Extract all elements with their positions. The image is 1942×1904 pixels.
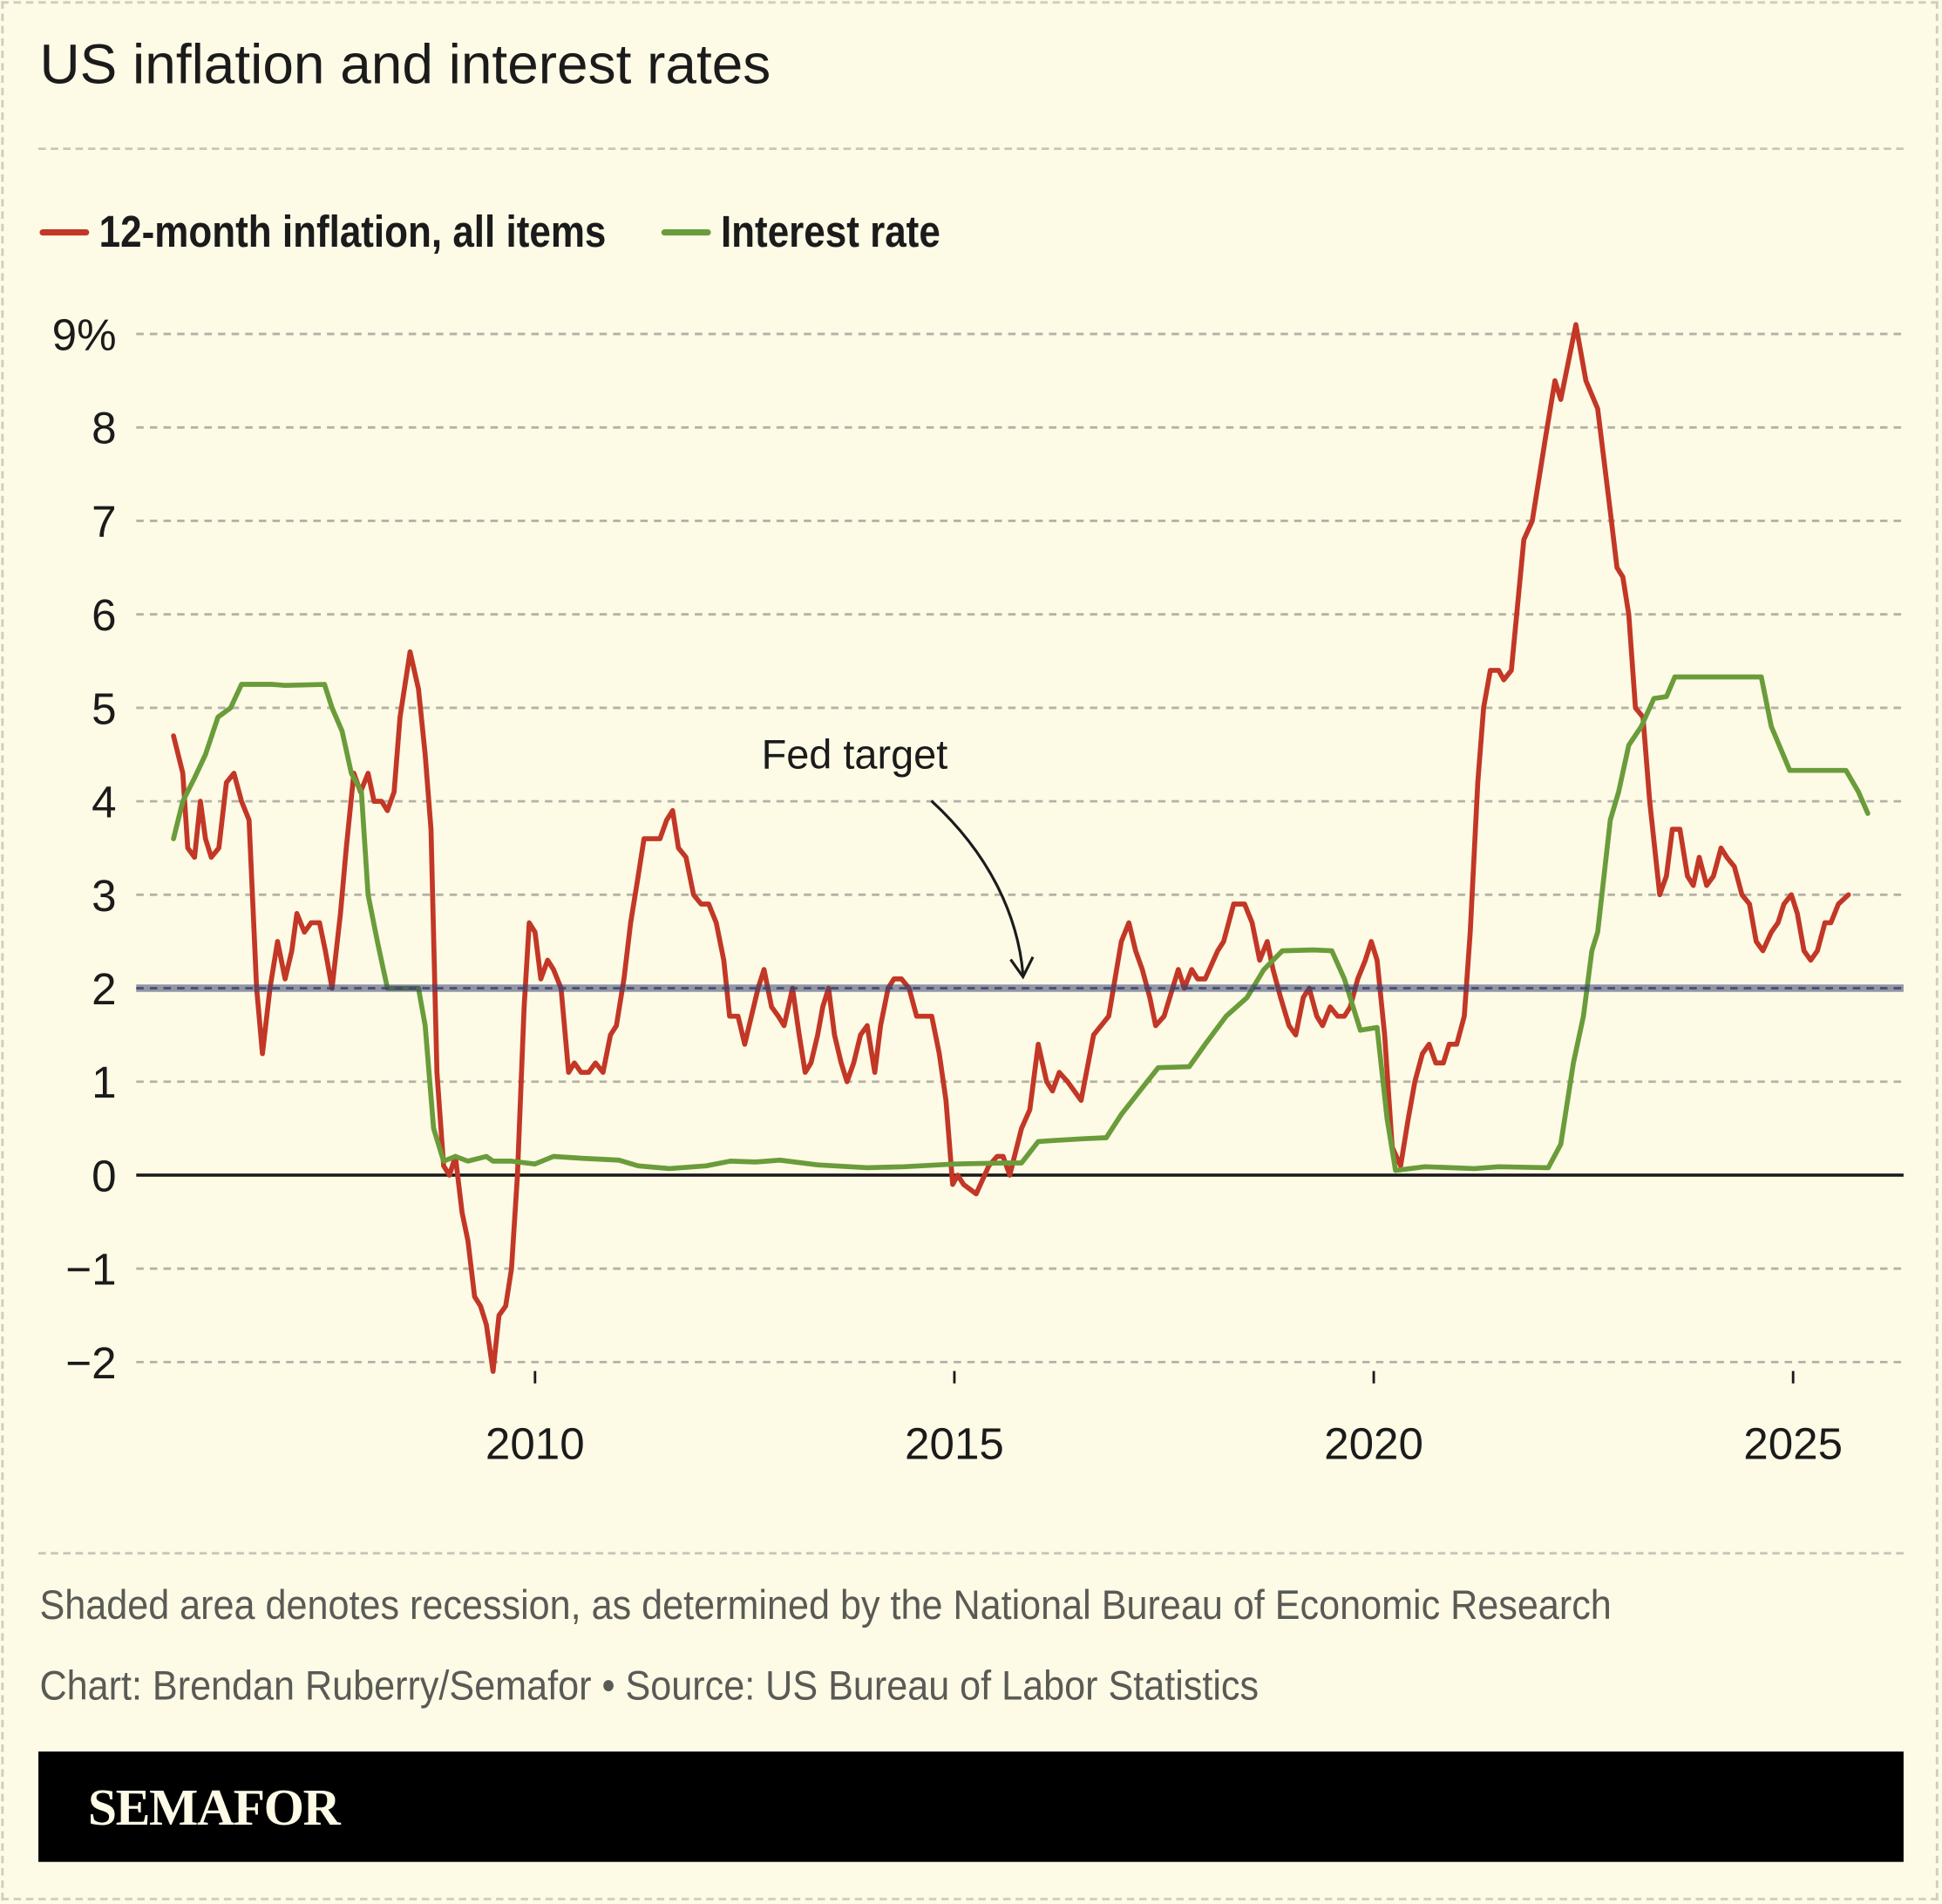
x-tick-label: 2020	[1324, 1419, 1423, 1469]
y-tick-label: 6	[92, 590, 116, 640]
legend-label-inflation: 12-month inflation, all items	[98, 206, 607, 257]
legend: 12-month inflation, all items Interest r…	[39, 206, 1003, 258]
y-tick-label: 1	[92, 1057, 116, 1107]
footnote: Shaded area denotes recession, as determ…	[39, 1581, 1612, 1628]
y-tick-label: 7	[92, 497, 116, 547]
x-tick-label: 2015	[905, 1419, 1004, 1469]
interest-rate-line	[171, 674, 1871, 1173]
x-tick-label: 2025	[1743, 1419, 1843, 1469]
y-tick-label: −1	[65, 1245, 116, 1295]
divider	[38, 147, 1904, 151]
y-tick-label: −2	[65, 1338, 116, 1388]
arrow-head-icon	[1009, 956, 1035, 980]
legend-label-interest: Interest rate	[721, 206, 940, 257]
arrow-icon	[930, 799, 1025, 975]
brand-bar: SEMAFOR	[38, 1751, 1904, 1862]
legend-swatch-interest	[661, 228, 711, 235]
semafor-logo: SEMAFOR	[87, 1779, 341, 1838]
x-tick-label: 2010	[486, 1419, 585, 1469]
divider	[38, 1552, 1904, 1555]
line-chart: 9% 8 7 6 5 4 3 2 1 0 −1 −2 2010 2015 2020 2025 Fed targ…	[52, 310, 1904, 1469]
y-tick-label: 2	[92, 964, 116, 1014]
inflation-line	[171, 322, 1851, 1374]
legend-item-interest: Interest rate	[661, 206, 976, 258]
legend-item-inflation: 12-month inflation, all items	[39, 206, 689, 258]
chart-title: US inflation and interest rates	[39, 31, 771, 96]
y-tick-label: 0	[92, 1151, 116, 1200]
legend-swatch-inflation	[39, 228, 90, 235]
fed-target-label: Fed target	[762, 732, 948, 778]
credit-line: Chart: Brendan Ruberry/Semafor • Source:…	[39, 1662, 1260, 1709]
y-tick-label: 8	[92, 404, 116, 453]
y-tick-label: 9%	[52, 310, 117, 360]
y-tick-label: 3	[92, 871, 116, 921]
y-tick-label: 5	[92, 683, 116, 733]
y-tick-label: 4	[92, 778, 116, 827]
